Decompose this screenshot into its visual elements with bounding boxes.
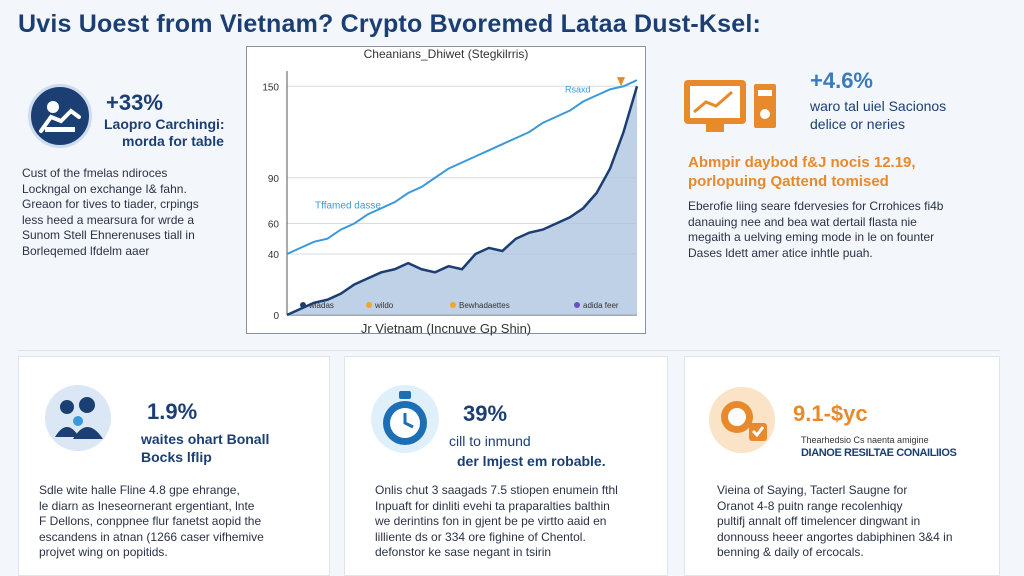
clock-icon-graphic — [383, 391, 427, 445]
card1-stat: 1.9% — [147, 399, 198, 424]
card2-paragraph: Onlis chut 3 saagads 7.5 stiopen enumein… — [375, 483, 665, 561]
section-divider — [18, 350, 1000, 351]
left-para-line: Lockngal on exchange I& fahn. — [22, 181, 187, 196]
left-para-line: Cust of the fmelas ndiroces — [22, 166, 168, 180]
area-fill — [287, 86, 637, 315]
right-stat-label-2: delice or neries — [810, 116, 905, 132]
right-panel: +4.6% waro tal uiel Sacionos delice or n… — [680, 64, 1010, 274]
legend-marker — [366, 302, 372, 308]
y-tick-label: 150 — [262, 82, 279, 93]
card3-paragraph: Vieina of Saying, Tacterl Saugne for Ora… — [717, 483, 995, 561]
left-stat-label-2: morda for table — [122, 133, 224, 149]
stat-card-1: 1.9% waites ohart Bonall Bocks lflip Sdl… — [18, 356, 330, 576]
card1-label-1: waites ohart Bonall — [141, 431, 270, 447]
chart-title: Cheanians_Dhiwet (Stegkilrris) — [363, 47, 529, 61]
chart-frame: Cheanians_Dhiwet (Stegkilrris) 0 40 60 90 15… — [246, 46, 646, 336]
legend-marker — [450, 302, 456, 308]
card2-label-1: cill to inmund — [449, 433, 531, 449]
y-tick-label: 40 — [268, 250, 280, 261]
right-stat-label-1: waro tal uiel Sacionos — [810, 98, 947, 114]
series-label-2: Rsaxd — [565, 84, 591, 94]
card1-label-2: Bocks lflip — [141, 449, 212, 465]
card3-para-line: Vieina of Saying, Tacterl Saugne for — [717, 483, 908, 497]
card3-label-2: DIANOE RESILTAE CONAILIIOS — [801, 447, 957, 459]
left-para-line: Borleqemed lfdelm aaer — [22, 243, 150, 258]
legend-label: wildo — [374, 301, 394, 310]
peak-marker — [617, 77, 625, 87]
card2-para-line: defonstor ke sase negant in tsirin — [375, 545, 552, 559]
stat-card-2: 39% cill to inmund der lmjest em robable… — [344, 356, 668, 576]
series-label-1: Tffamed dasse — [315, 200, 381, 211]
trader-icon-graphic — [39, 101, 81, 133]
coin-icon-graphic — [721, 401, 767, 441]
right-stat: +4.6% — [810, 68, 873, 93]
legend-label: Bewhadaettes — [459, 301, 510, 310]
legend-marker — [300, 302, 306, 308]
chart-x-label: Jr Vietnam (Incnuve Gp Shin) — [360, 321, 532, 336]
left-stat-label-1: Laopro Carchingi: — [104, 116, 225, 132]
y-tick-label: 60 — [268, 220, 280, 231]
stat-card-3: 9.1-$yc Thearhedsio Cs naenta amigine DI… — [684, 356, 1000, 576]
card1-para-line: F Dellons, conppnee flur fanetst aopid t… — [39, 514, 262, 528]
card2-para-line: Inpuaft for dinliti evehi ta praparaltie… — [375, 498, 610, 513]
card1-para-line: escandens in atnan (1266 caser vifhemive — [39, 529, 264, 544]
legend-label: wladas — [308, 301, 334, 310]
page-title: Uvis Uoest from Vietnam? Crypto Bvoremed… — [18, 10, 762, 38]
chart-svg: 0 40 60 90 150 Tffamed dasse Rsaxd wladas wildo B… — [262, 71, 639, 322]
left-stat: +33% — [106, 90, 163, 115]
right-orange-line-1: Abmpir daybod f&J nocis 12.19, — [688, 154, 916, 171]
card1-para-line: Sdle wite halle Fline 4.8 gpe ehrange, — [39, 483, 240, 497]
right-para-line: danauing nee and bea wat dertail flasta … — [688, 214, 917, 229]
card3-para-line: donnouss heeer angortes dabiphinen 3&4 i… — [717, 529, 953, 544]
card3-stat: 9.1-$yc — [793, 401, 868, 426]
clock-icon — [371, 385, 439, 453]
card2-para-line: Onlis chut 3 saagads 7.5 stiopen enumein… — [375, 483, 618, 497]
series-line-2 — [286, 85, 639, 317]
series-line-1 — [286, 79, 638, 255]
y-tick-label: 0 — [273, 311, 279, 322]
monitor-icon — [682, 76, 794, 146]
y-tick-label: 90 — [268, 174, 280, 185]
right-para-line: megaith a uelving eming mode in le on fo… — [688, 230, 935, 244]
legend-marker — [574, 302, 580, 308]
card3-para-line: Oranot 4-8 puitn range recolenhiqy — [717, 498, 903, 513]
card3-label-1: Thearhedsio Cs naenta amigine — [801, 435, 929, 445]
right-para-line: Dases ldett amer atice inhtle puah. — [688, 245, 873, 260]
card3-para-line: benning & daily of ercocals. — [717, 545, 864, 559]
card1-para-line: projvet wing on popitids. — [39, 545, 168, 559]
legend-label: adida feer — [583, 301, 619, 310]
card2-para-line: lilliente ds or 334 ore fighine of Chent… — [375, 529, 586, 544]
right-paragraph: Eberofie liing seare fdervesies for Crro… — [688, 199, 1006, 261]
left-para-line: Greaon for tives to tiader, crpings — [22, 197, 199, 211]
left-paragraph: Cust of the fmelas ndiroces Lockngal on … — [22, 166, 240, 259]
family-icon-graphic — [55, 397, 103, 439]
family-icon — [45, 385, 111, 451]
card2-para-line: we derintins fon in gjent be pe virtto a… — [375, 514, 607, 528]
coin-icon — [709, 387, 775, 453]
card2-stat: 39% — [463, 401, 508, 426]
monitor-icon-graphic — [684, 80, 776, 132]
card3-para-line: pultifj annalt off timelencer dingwant i… — [717, 514, 921, 528]
trader-icon — [28, 84, 92, 148]
card2-label-2: der lmjest em robable. — [457, 453, 606, 469]
left-para-line: Sunom Stell Ehnerenuses tiall in — [22, 228, 195, 242]
right-para-line: Eberofie liing seare fdervesies for Crro… — [688, 199, 944, 213]
card1-para-line: le diarn as Ineseornerant ergentiant, ln… — [39, 498, 255, 513]
left-para-line: less heed a mearsura for wrde a — [22, 212, 195, 227]
left-panel: +33% Laopro Carchingi: morda for table C… — [18, 80, 240, 270]
card1-paragraph: Sdle wite halle Fline 4.8 gpe ehrange, l… — [39, 483, 325, 561]
right-orange-line-2: porlopuing Qattend tomised — [688, 173, 889, 190]
